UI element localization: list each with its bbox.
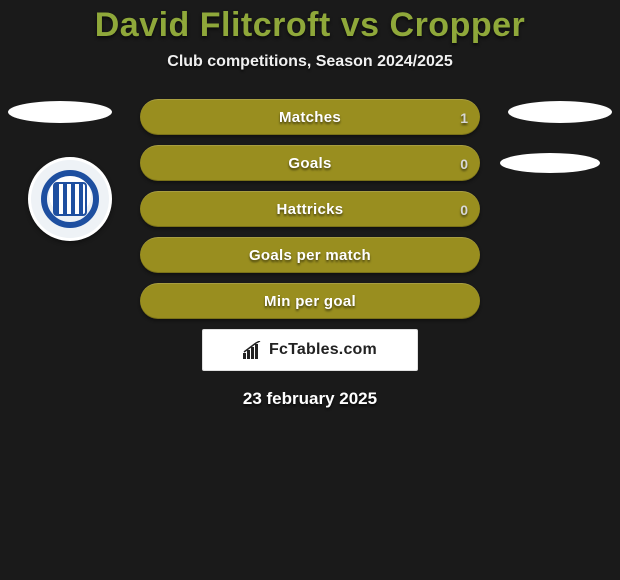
rochdale-badge-icon bbox=[28, 157, 112, 241]
brand-badge[interactable]: FcTables.com bbox=[202, 329, 418, 371]
date-label: 23 february 2025 bbox=[0, 389, 620, 409]
player-right-placeholder-icon bbox=[508, 101, 612, 123]
stat-row-hattricks: Hattricks 0 bbox=[140, 191, 480, 227]
stat-rows: Matches 1 Goals 0 Hattricks 0 Goals per … bbox=[140, 99, 480, 319]
stat-label: Min per goal bbox=[264, 293, 356, 310]
stat-right-value: 0 bbox=[460, 192, 468, 227]
stat-row-goals: Goals 0 bbox=[140, 145, 480, 181]
brand-label: FcTables.com bbox=[269, 341, 377, 359]
stat-label: Hattricks bbox=[277, 201, 344, 218]
stat-label: Goals bbox=[288, 155, 331, 172]
comparison-card: David Flitcroft vs Cropper Club competit… bbox=[0, 0, 620, 580]
stat-label: Matches bbox=[279, 109, 341, 126]
club-left-badge bbox=[28, 157, 112, 241]
page-title: David Flitcroft vs Cropper bbox=[0, 6, 620, 45]
club-right-placeholder-icon bbox=[500, 153, 600, 173]
stat-right-value: 0 bbox=[460, 146, 468, 181]
stat-row-goals-per-match: Goals per match bbox=[140, 237, 480, 273]
stat-right-value: 1 bbox=[460, 100, 468, 135]
bars-chart-icon bbox=[243, 341, 263, 359]
stat-row-matches: Matches 1 bbox=[140, 99, 480, 135]
stat-label: Goals per match bbox=[249, 247, 371, 264]
stats-panel: Matches 1 Goals 0 Hattricks 0 Goals per … bbox=[0, 99, 620, 409]
player-left-placeholder-icon bbox=[8, 101, 112, 123]
stat-row-min-per-goal: Min per goal bbox=[140, 283, 480, 319]
subtitle: Club competitions, Season 2024/2025 bbox=[0, 53, 620, 71]
